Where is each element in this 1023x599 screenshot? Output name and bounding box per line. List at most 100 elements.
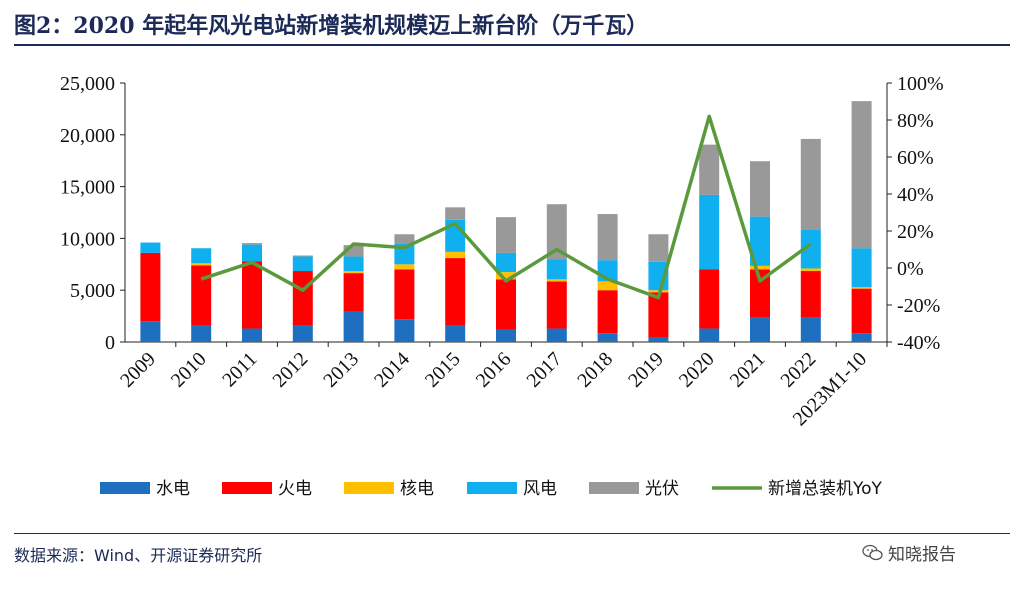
y2-tick-label: -40%: [897, 332, 940, 354]
y-tick-label: 10,000: [60, 228, 115, 250]
bar-水电-2019: [648, 337, 669, 342]
bar-核电-2014: [394, 264, 415, 270]
bar-火电-2021: [750, 269, 770, 318]
title-rule: [14, 44, 1010, 46]
bar-光伏-2015: [445, 207, 466, 220]
y2-tick-label: 60%: [897, 147, 934, 169]
bar-火电-2022: [800, 271, 821, 318]
legend-label: 水电: [156, 479, 190, 499]
bar-火电-2014: [394, 269, 415, 320]
x-tick-label: 2022: [776, 348, 820, 392]
bar-水电-2018: [597, 333, 618, 342]
bar-风电-2009: [140, 242, 161, 253]
bar-光伏-2022: [800, 138, 821, 230]
x-tick-label: 2011: [218, 348, 261, 391]
bar-风电-2023M1-10: [851, 248, 872, 288]
bar-光伏-2023M1-10: [851, 101, 872, 249]
y2-tick-label: 0%: [897, 258, 924, 280]
x-tick-label: 2012: [268, 348, 312, 392]
bar-水电-2010: [191, 325, 212, 342]
bar-风电-2011: [242, 244, 262, 262]
y2-tick-label: 20%: [897, 221, 934, 243]
bar-光伏-2011: [242, 243, 262, 245]
x-tick-label: 2019: [624, 348, 668, 392]
bar-水电-2012: [292, 325, 313, 342]
x-tick-label: 2021: [726, 348, 770, 392]
y2-tick-label: 40%: [897, 184, 934, 206]
bar-水电-2021: [750, 317, 770, 342]
watermark-text: 知晓报告: [888, 545, 956, 565]
bar-火电-2010: [191, 265, 212, 326]
bar-水电-2016: [496, 329, 516, 342]
x-tick-label: 2015: [421, 348, 465, 392]
x-tick-label: 2010: [167, 348, 211, 392]
y-tick-label: 5,000: [70, 280, 115, 302]
bar-光伏-2018: [597, 214, 618, 261]
legend-swatch-核电: [344, 482, 394, 494]
bar-核电-2023M1-10: [851, 287, 872, 289]
x-tick-label: 2020: [675, 348, 719, 392]
y-tick-label: 15,000: [60, 177, 115, 199]
bar-光伏-2016: [496, 217, 516, 253]
legend-label: 风电: [523, 479, 557, 499]
bar-核电-2018: [597, 281, 618, 291]
bar-水电-2014: [394, 319, 415, 342]
bar-水电-2009: [140, 321, 161, 342]
bar-火电-2017: [546, 281, 567, 329]
legend-label: 新增总装机YoY: [768, 479, 883, 499]
bar-光伏-2013: [343, 245, 364, 257]
bar-风电-2016: [496, 252, 516, 273]
bar-光伏-2020: [699, 144, 720, 195]
y2-tick-label: 100%: [897, 73, 944, 95]
bar-光伏-2014: [394, 234, 415, 244]
source-note: 数据来源：Wind、开源证券研究所: [14, 546, 263, 565]
bar-火电-2018: [597, 290, 618, 334]
x-tick-label: 2014: [370, 348, 414, 392]
bar-水电-2017: [546, 328, 567, 342]
bar-水电-2013: [343, 311, 364, 342]
bar-风电-2010: [191, 248, 212, 264]
bar-核电-2021: [750, 265, 770, 270]
bar-光伏-2021: [750, 161, 770, 217]
bar-火电-2019: [648, 292, 669, 338]
y-tick-label: 0: [105, 332, 115, 354]
chart: 0 5,000 10,000 15,000 20,000 25,000 -40% -20% 0%…: [60, 73, 944, 499]
watermark: 知晓报告: [862, 540, 956, 565]
y-tick-label: 25,000: [60, 73, 115, 95]
x-tick-label: 2017: [522, 348, 566, 392]
legend-label: 光伏: [645, 479, 679, 499]
bar-火电-2011: [242, 261, 262, 329]
bar-风电-2012: [292, 256, 313, 272]
bar-火电-2013: [343, 273, 364, 312]
footer-rule: [14, 533, 1010, 534]
bar-风电-2022: [800, 229, 821, 269]
bar-水电-2011: [242, 328, 262, 342]
x-tick-label: 2018: [573, 348, 617, 392]
bar-火电-2009: [140, 252, 161, 322]
chart-title: 图2：2020 年起年风光电站新增装机规模迈上新台阶（万千瓦）: [14, 13, 649, 39]
bar-核电-2013: [343, 271, 364, 274]
bar-水电-2020: [699, 328, 720, 342]
bar-火电-2020: [699, 269, 720, 329]
y-tick-label: 20,000: [60, 125, 115, 147]
bar-火电-2023M1-10: [851, 288, 872, 334]
legend-swatch-火电: [222, 482, 272, 494]
bar-水电-2015: [445, 325, 466, 342]
wechat-icon: [862, 544, 883, 560]
bar-水电-2022: [800, 317, 821, 342]
x-tick-label: 2016: [472, 348, 516, 392]
bar-核电-2010: [191, 263, 212, 266]
bar-火电-2015: [445, 258, 466, 326]
bar-核电-2017: [546, 279, 567, 282]
bar-光伏-2012: [292, 255, 313, 257]
legend-swatch-风电: [467, 482, 517, 494]
y2-tick-label: -20%: [897, 295, 940, 317]
bar-核电-2015: [445, 251, 466, 259]
bar-火电-2016: [496, 279, 516, 330]
legend-label: 核电: [400, 479, 434, 499]
bar-核电-2016: [496, 272, 516, 280]
legend-label: 火电: [278, 479, 312, 499]
bar-核电-2022: [800, 268, 821, 272]
legend-swatch-水电: [100, 482, 150, 494]
bar-风电-2013: [343, 256, 364, 272]
